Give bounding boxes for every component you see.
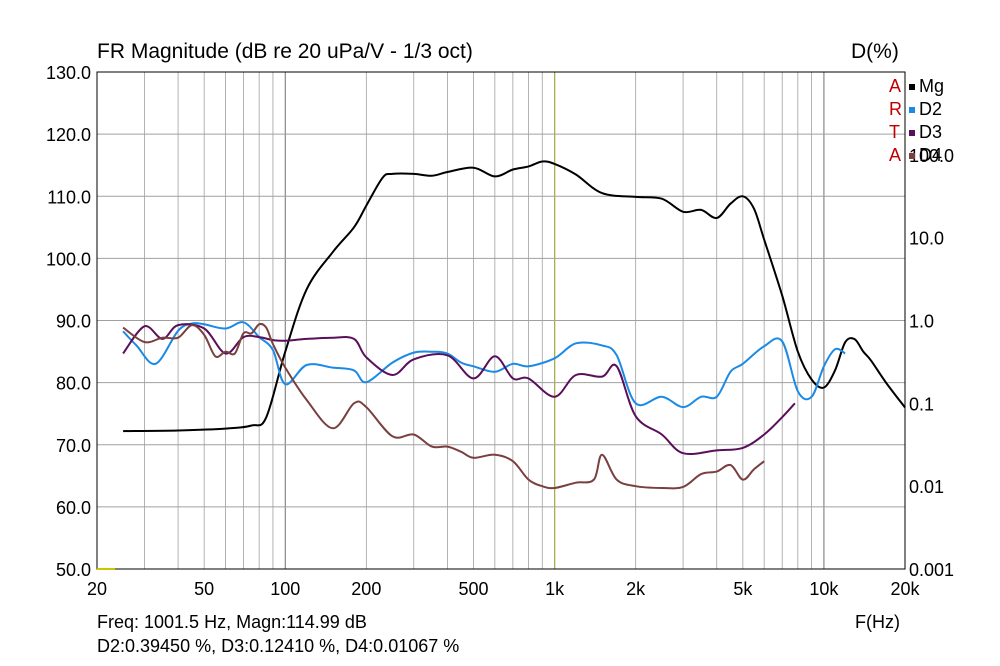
brand-letter-a1: A <box>889 76 902 96</box>
y2-tick-label: 0.001 <box>909 560 954 580</box>
y-tick-label: 100.0 <box>46 249 91 269</box>
cursor-readout-distortion: D2:0.39450 %, D3:0.12410 %, D4:0.01067 % <box>97 636 460 656</box>
legend-label-d3: D3 <box>919 122 943 142</box>
y-tick-label: 80.0 <box>56 374 91 394</box>
legend-swatch-d2 <box>909 106 915 113</box>
x-tick-label: 5k <box>733 579 753 599</box>
series-layer <box>122 160 906 490</box>
chart-title: FR Magnitude (dB re 20 uPa/V - 1/3 oct) <box>97 40 473 63</box>
brand-letter-r: R <box>889 99 902 119</box>
x-tick-label: 1k <box>545 579 565 599</box>
x-tick-label: 20 <box>87 579 107 599</box>
y2-tick-label: 1.0 <box>909 312 934 332</box>
legend-item-d2[interactable]: D2 <box>909 99 942 120</box>
x-tick-label: 100 <box>270 579 300 599</box>
major-grid <box>97 72 905 569</box>
x-tick-label: 2k <box>626 579 646 599</box>
x-tick-label: 20k <box>890 579 920 599</box>
x-tick-label: 500 <box>458 579 488 599</box>
legend-item-mg[interactable]: Mg <box>909 76 944 97</box>
legend-swatch-d3 <box>909 129 915 136</box>
legend-swatch-mg <box>909 83 915 90</box>
plot-frame <box>96 71 906 570</box>
x-tick-label: 10k <box>809 579 839 599</box>
y-tick-label: 70.0 <box>56 436 91 456</box>
legend-label-mg: Mg <box>919 76 945 96</box>
series-line-d4 <box>122 322 765 490</box>
legend-item-d3[interactable]: D3 <box>909 122 942 143</box>
y-tick-label: 120.0 <box>46 125 91 145</box>
y-tick-label: 50.0 <box>56 560 91 580</box>
y-tick-label: 90.0 <box>56 312 91 332</box>
y-tick-label: 60.0 <box>56 498 91 518</box>
y2-tick-label: 100.0 <box>909 146 954 166</box>
right-axis-title: D(%) <box>851 40 899 63</box>
brand-letter-t: T <box>889 122 900 142</box>
y-tick-label: 110.0 <box>47 187 91 207</box>
x-axis-unit: F(Hz) <box>855 612 900 632</box>
y-tick-label: 130.0 <box>46 63 91 83</box>
series-line-d3 <box>122 323 796 456</box>
legend-label-d2: D2 <box>919 99 943 119</box>
x-tick-label: 50 <box>194 579 214 599</box>
y2-tick-label: 0.1 <box>909 394 934 414</box>
brand-letter-a2: A <box>889 145 902 165</box>
x-tick-label: 200 <box>351 579 381 599</box>
cursor-readout-magnitude: Freq: 1001.5 Hz, Magn:114.99 dB <box>97 612 367 632</box>
legend-swatch-d4 <box>909 152 915 159</box>
series-line-mg <box>123 160 906 433</box>
tick-labels: 20 50 100 200 500 1k 2k 5k 10k 20k 50.0 60.0 70.0 80.… <box>46 63 954 599</box>
legend-label-d4: D4 <box>919 145 943 165</box>
y2-tick-label: 0.01 <box>909 477 944 497</box>
legend-item-d4[interactable]: D4 <box>909 145 942 166</box>
series-line-d2 <box>122 321 846 409</box>
y2-tick-label: 10.0 <box>909 229 944 249</box>
